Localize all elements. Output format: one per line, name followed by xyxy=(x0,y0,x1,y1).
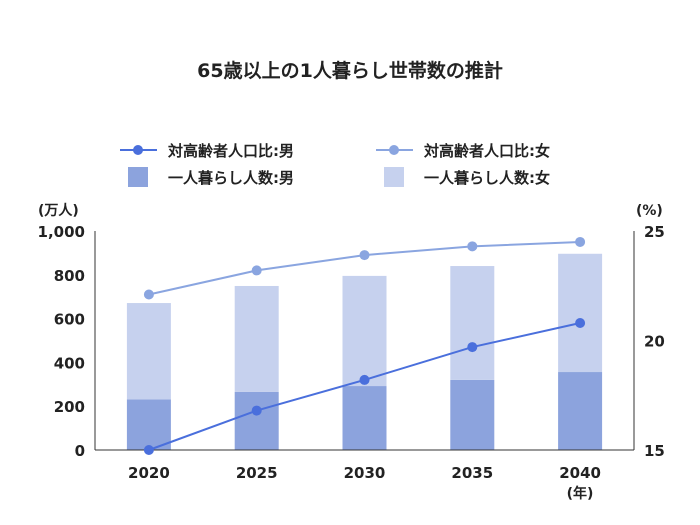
point-male xyxy=(143,445,154,455)
bar-female xyxy=(126,303,171,400)
bar-female xyxy=(234,285,279,392)
right-tick-label: 25 xyxy=(644,223,665,241)
point-female xyxy=(251,265,262,276)
left-tick-label: 400 xyxy=(54,354,85,372)
point-male xyxy=(575,317,586,328)
right-tick-label: 15 xyxy=(644,442,665,460)
right-axis-label: (%) xyxy=(636,203,663,219)
left-tick-label: 800 xyxy=(54,267,85,285)
bar-male xyxy=(450,379,495,450)
legend-label: 一人暮らし人数:女 xyxy=(424,169,550,187)
legend-label: 一人暮らし人数:男 xyxy=(168,169,294,187)
left-tick-label: 200 xyxy=(54,398,85,416)
x-axis-label: (年) xyxy=(567,485,594,502)
point-female xyxy=(359,250,370,261)
chart-title: 65歳以上の1人暮らし世帯数の推計 xyxy=(197,59,503,82)
bar-male xyxy=(234,391,279,450)
bar-female xyxy=(450,266,495,380)
bar-male xyxy=(126,399,171,450)
legend-swatch-male xyxy=(128,167,148,187)
x-tick-label: 2035 xyxy=(451,464,493,482)
left-axis-label: (万人) xyxy=(38,202,79,219)
x-tick-label: 2040 xyxy=(559,464,601,482)
legend-marker-female xyxy=(389,145,399,155)
point-male xyxy=(467,342,478,353)
legend-label: 対高齢者人口比:女 xyxy=(423,142,550,160)
point-female xyxy=(143,289,154,300)
x-tick-label: 2020 xyxy=(128,464,170,482)
point-male xyxy=(251,405,262,416)
point-male xyxy=(359,374,370,385)
legend-label: 対高齢者人口比:男 xyxy=(167,142,294,160)
bar-male xyxy=(342,386,387,450)
left-tick-label: 0 xyxy=(75,442,85,460)
bar-female xyxy=(558,253,603,373)
left-tick-label: 600 xyxy=(54,311,85,329)
left-tick-label: 1,000 xyxy=(38,223,85,241)
point-female xyxy=(467,241,478,252)
x-tick-label: 2025 xyxy=(236,464,278,482)
legend: 対高齢者人口比:男 対高齢者人口比:女 一人暮らし人数:男 一人暮らし人数:女 xyxy=(120,142,550,187)
point-female xyxy=(575,236,586,247)
x-tick-label: 2030 xyxy=(344,464,386,482)
right-tick-label: 20 xyxy=(644,333,665,351)
bar-female xyxy=(342,275,387,387)
legend-swatch-female xyxy=(384,167,404,187)
legend-marker-male xyxy=(133,145,143,155)
bar-male xyxy=(558,372,603,450)
